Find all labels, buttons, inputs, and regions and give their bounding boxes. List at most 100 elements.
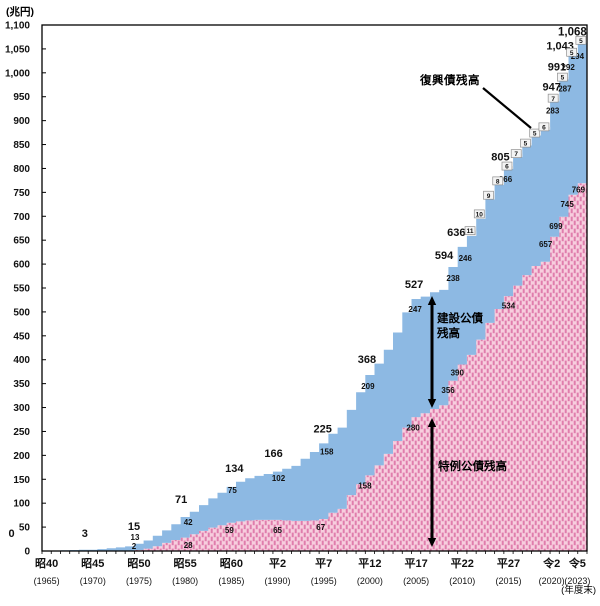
x-axis-year-label: (2000) [357, 576, 383, 586]
special-value-label: 2 [132, 542, 137, 551]
construction-value-label: 13 [131, 533, 140, 542]
x-axis-era-label: 昭55 [174, 557, 197, 570]
y-axis-unit-label: (兆円) [6, 6, 34, 18]
reconstruction-box [510, 149, 522, 158]
reconstruction-box [483, 190, 494, 200]
total-value-label: 805 [491, 151, 509, 163]
total-value-label: 527 [405, 279, 423, 291]
x-axis-era-label: 昭40 [35, 557, 58, 570]
y-tick-label: 650 [13, 236, 30, 247]
x-axis-year-label: (2010) [449, 576, 475, 586]
reconstruction-bond-annotation: 復興債残高 [420, 75, 480, 87]
x-axis-year-label: (2020) [539, 576, 565, 586]
total-value-label: 225 [314, 424, 332, 436]
reconstruction-value-label: 6 [505, 164, 509, 171]
construction-value-label: 238 [446, 274, 460, 283]
reconstruction-box [557, 72, 568, 82]
y-tick-label: 200 [13, 451, 30, 462]
construction-value-label: 102 [272, 474, 286, 483]
y-tick-label: 50 [19, 523, 31, 534]
x-axis-era-label: 昭50 [127, 557, 150, 570]
reconstruction-value-label: 5 [524, 141, 528, 148]
construction-bond-annotation: 建設公債残高 [437, 313, 483, 340]
reconstruction-box [566, 47, 577, 57]
y-tick-label: 1,050 [5, 44, 30, 55]
x-axis-year-label: (1990) [265, 576, 291, 586]
construction-value-label: 42 [184, 518, 193, 527]
y-tick-label: 800 [13, 164, 30, 175]
y-tick-label: 1,000 [5, 68, 30, 79]
reconstruction-value-label: 5 [570, 50, 574, 57]
y-tick-label: 300 [13, 403, 30, 414]
construction-value-label: 209 [361, 382, 375, 391]
reconstruction-box [529, 128, 541, 138]
reconstruction-value-label: 5 [533, 131, 537, 138]
special-value-label: 699 [549, 222, 563, 231]
construction-value-label: 292 [561, 63, 575, 72]
construction-value-label: 247 [408, 305, 422, 314]
axes [41, 24, 588, 554]
y-tick-label: 600 [13, 260, 30, 271]
stacked-areas [42, 40, 587, 552]
y-tick-label: 850 [13, 140, 30, 151]
reconstruction-box [492, 176, 504, 186]
y-tick-label: 900 [13, 116, 30, 127]
y-tick-label: 0 [24, 547, 30, 558]
x-axis-year-label: (1985) [218, 576, 244, 586]
total-value-label: 368 [358, 354, 376, 366]
x-axis-era-label: 昭60 [220, 557, 243, 570]
total-value-label: 594 [435, 250, 454, 262]
total-value-label: 1,068 [558, 27, 587, 39]
construction-range-arrow-head-top [427, 296, 437, 305]
special-bond-annotation: 特例公債残高 [438, 461, 507, 473]
special-value-label: 67 [316, 523, 325, 532]
x-axis-year-label: (2023) [564, 576, 590, 586]
x-axis-year-label: (1970) [80, 576, 106, 586]
construction-range-arrow-head-bottom [427, 399, 437, 408]
total-value-label: 15 [128, 521, 140, 533]
total-value-label: 166 [264, 448, 282, 460]
special-value-label: 59 [225, 526, 234, 535]
reconstruction-box [501, 161, 513, 171]
construction-value-label: 283 [546, 107, 560, 116]
reconstruction-box [464, 226, 476, 235]
total-value-label: 134 [225, 463, 244, 475]
construction-value-label: 158 [320, 448, 334, 457]
reconstruction-value-label: 6 [542, 124, 546, 131]
special-value-label: 390 [451, 369, 465, 378]
reconstruction-box [575, 35, 587, 45]
reconstruction-value-label: 5 [579, 38, 583, 45]
y-tick-label: 500 [13, 307, 30, 318]
construction-value-label: 287 [558, 85, 572, 94]
reconstruction-box [547, 93, 559, 103]
x-axis-year-label: (2005) [403, 576, 429, 586]
reconstruction-value-label: 11 [467, 228, 474, 235]
reconstruction-box [520, 138, 531, 148]
total-value-label: 0 [9, 528, 15, 540]
x-axis-era-label: 平17 [404, 557, 427, 570]
y-tick-label: 950 [13, 92, 30, 103]
special-value-label: 657 [539, 240, 553, 249]
construction-value-label: 294 [571, 52, 585, 61]
y-tick-label: 350 [13, 379, 30, 390]
reconstruction-value-label: 7 [514, 151, 518, 158]
y-tick-label: 750 [13, 188, 30, 199]
x-axis-era-label: 令2 [542, 556, 560, 570]
x-axis-year-label: (1995) [311, 576, 337, 586]
total-value-label: 991 [548, 61, 566, 73]
x-axis-era-label: 平22 [451, 557, 474, 570]
y-tick-label: 250 [13, 427, 30, 438]
x-axis-era-label: 平7 [315, 557, 332, 570]
reconstruction-value-label: 5 [561, 75, 565, 82]
annotation-arrows [427, 87, 532, 547]
reconstruction-value-label: 8 [496, 178, 500, 185]
fiscal-year-end-note: (年度末) [561, 585, 596, 596]
x-axis-year-label: (1965) [34, 576, 60, 586]
special-range-arrow-head-top [427, 418, 437, 427]
total-value-label: 947 [542, 81, 560, 93]
x-axis-era-label: 昭45 [81, 557, 104, 570]
special-value-label: 534 [502, 301, 516, 310]
x-axis-era-label: 平27 [497, 557, 520, 570]
x-axis-era-label: 平2 [269, 557, 286, 570]
